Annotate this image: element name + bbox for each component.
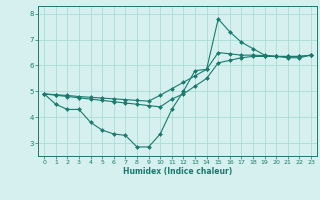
X-axis label: Humidex (Indice chaleur): Humidex (Indice chaleur) [123, 167, 232, 176]
